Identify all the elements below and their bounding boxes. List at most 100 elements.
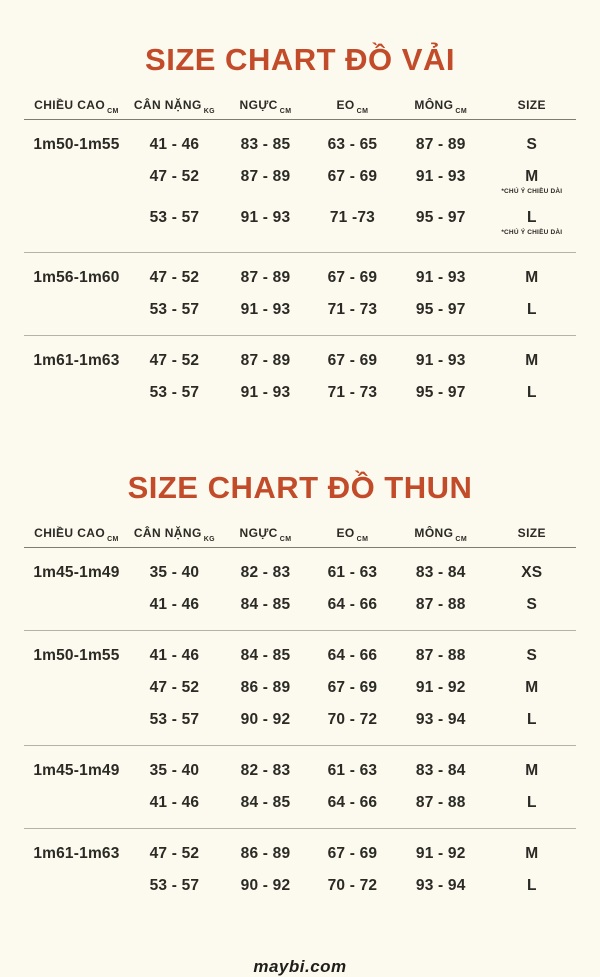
waist-cell: 71 - 73 [327,301,378,318]
size-cell: S [488,647,576,665]
size-cell: L *CHÚ Ý CHIỀU DÀI [488,209,576,236]
hip-cell: 91 - 93 [415,168,466,185]
size-label: M [525,762,539,779]
size-label: M [525,845,539,862]
hip-cell: 87 - 88 [415,794,466,811]
hip-cell: 91 - 93 [415,352,466,369]
hip-cell: 87 - 89 [415,136,466,153]
table-row: 47 - 52 87 - 89 67 - 69 91 - 93 M *CHÚ Ý CHIỀ… [24,161,576,202]
column-header-label: SIZE [517,526,546,540]
table-header-row: CHIỀU CAO CM CÂN NẶNG KG NGỰC CM EO CM MÔNG CM SIZ… [24,526,576,548]
hip-cell: 91 - 92 [415,679,466,696]
weight-cell: 35 - 40 [149,564,200,581]
bust-cell: 82 - 83 [240,762,291,779]
weight-cell: 53 - 57 [149,209,200,226]
table-row: 53 - 57 91 - 93 71 - 73 95 - 97 L [24,294,576,326]
size-label: M [525,352,539,369]
bust-cell: 82 - 83 [240,564,291,581]
column-header: CÂN NẶNG KG [129,98,220,115]
table-row: 41 - 46 84 - 85 64 - 66 87 - 88 S [24,589,576,621]
weight-cell: 47 - 52 [149,168,200,185]
weight-cell: 53 - 57 [149,877,200,894]
hip-cell: 91 - 93 [415,269,466,286]
column-header: SIZE [488,98,576,112]
hip-cell: 87 - 88 [415,647,466,664]
weight-cell: 47 - 52 [149,352,200,369]
bust-cell: 91 - 93 [240,301,291,318]
hip-cell: 95 - 97 [415,301,466,318]
size-label: S [526,596,538,613]
size-label: L [526,794,537,811]
table-row: 1m45-1m49 35 - 40 82 - 83 61 - 63 83 - 84 M [24,755,576,787]
table-row: 1m45-1m49 35 - 40 82 - 83 61 - 63 83 - 84 XS [24,557,576,589]
hip-cell: 87 - 88 [415,596,466,613]
brand-footer: maybi.com [253,957,347,976]
height-group: 1m45-1m49 35 - 40 82 - 83 61 - 63 83 - 84 XS 4… [24,548,576,631]
table-row: 53 - 57 90 - 92 70 - 72 93 - 94 L [24,870,576,902]
table-row: 47 - 52 86 - 89 67 - 69 91 - 92 M [24,672,576,704]
weight-cell: 53 - 57 [149,384,200,401]
bust-cell: 90 - 92 [240,711,291,728]
column-header: EO CM [311,98,394,115]
height-cell: 1m45-1m49 [33,564,120,581]
waist-cell: 64 - 66 [327,596,378,613]
bust-cell: 84 - 85 [240,794,291,811]
size-label: S [526,136,538,153]
weight-cell: 53 - 57 [149,711,200,728]
weight-cell: 41 - 46 [149,647,200,664]
height-cell: 1m61-1m63 [33,845,120,862]
column-header: EO CM [311,526,394,543]
waist-cell: 70 - 72 [327,877,378,894]
hip-cell: 83 - 84 [415,564,466,581]
waist-cell: 67 - 69 [327,352,378,369]
hip-cell: 93 - 94 [415,877,466,894]
size-cell: M [488,269,576,287]
height-cell: 1m56-1m60 [33,269,120,286]
height-cell: 1m50-1m55 [33,647,120,664]
size-label: XS [521,564,543,581]
table-row: 41 - 46 84 - 85 64 - 66 87 - 88 L [24,787,576,819]
column-header-label: EO [336,526,355,540]
size-cell: M [488,762,576,780]
table-row: 53 - 57 90 - 92 70 - 72 93 - 94 L [24,704,576,736]
column-header-label: CHIỀU CAO [34,526,106,540]
column-unit: KG [203,108,215,115]
column-header: MÔNG CM [394,98,488,115]
bust-cell: 84 - 85 [240,596,291,613]
height-group: 1m61-1m63 47 - 52 87 - 89 67 - 69 91 - 93 M 53… [24,336,576,418]
size-chart-page: SIZE CHART ĐỒ VẢI CHIỀU CAO CM CÂN NẶNG KG NG… [24,42,576,976]
size-cell: M [488,352,576,370]
size-cell: L [488,794,576,812]
height-group: 1m50-1m55 41 - 46 83 - 85 63 - 65 87 - 89 S 47… [24,120,576,253]
column-unit: KG [203,536,215,543]
size-label: S [526,647,538,664]
table-header-row: CHIỀU CAO CM CÂN NẶNG KG NGỰC CM EO CM MÔNG CM SIZ… [24,98,576,120]
column-unit: CM [107,108,119,115]
column-unit: CM [279,536,292,543]
column-header: NGỰC CM [220,98,311,115]
waist-cell: 61 - 63 [327,762,378,779]
hip-cell: 93 - 94 [415,711,466,728]
weight-cell: 41 - 46 [149,794,200,811]
table-row: 1m50-1m55 41 - 46 84 - 85 64 - 66 87 - 88 S [24,640,576,672]
waist-cell: 64 - 66 [327,794,378,811]
size-cell: L [488,711,576,729]
column-header-label: CÂN NẶNG [133,526,202,540]
waist-cell: 70 - 72 [327,711,378,728]
column-header-label: MÔNG [414,98,454,112]
column-header: NGỰC CM [220,526,311,543]
bust-cell: 86 - 89 [240,679,291,696]
size-cell: XS [488,564,576,582]
table-row: 53 - 57 91 - 93 71 -73 95 - 97 L *CHÚ Ý CHIỀU… [24,202,576,243]
column-unit: CM [455,108,468,115]
size-label: M [525,168,539,185]
height-cell: 1m45-1m49 [33,762,120,779]
table-row: 53 - 57 91 - 93 71 - 73 95 - 97 L [24,377,576,409]
size-label: M [525,679,539,696]
waist-cell: 61 - 63 [327,564,378,581]
table-row: 1m61-1m63 47 - 52 87 - 89 67 - 69 91 - 93 M [24,345,576,377]
column-header-label: NGỰC [239,526,278,540]
size-cell: S [488,136,576,154]
column-header: CHIỀU CAO CM [24,526,129,543]
hip-cell: 83 - 84 [415,762,466,779]
